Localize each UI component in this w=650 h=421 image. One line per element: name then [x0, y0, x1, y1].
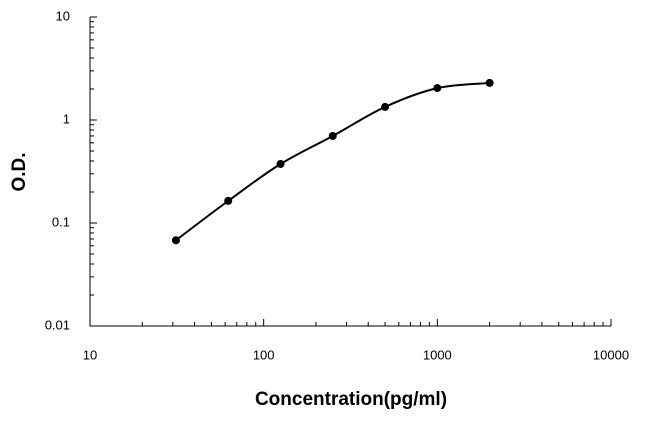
data-point: [381, 102, 390, 111]
y-tick-label: 0.1: [52, 214, 70, 229]
data-point: [485, 78, 494, 87]
y-tick-label: 0.01: [45, 317, 70, 332]
data-point: [171, 236, 180, 245]
data-point: [224, 196, 233, 205]
x-tick-label: 10: [83, 347, 97, 362]
y-tick-label: 10: [56, 8, 70, 23]
data-point: [433, 84, 442, 93]
y-axis-title: O.D.: [9, 152, 30, 191]
x-tick-label: 10000: [593, 347, 629, 362]
y-tick-label: 1: [63, 111, 70, 126]
x-tick-label: 1000: [423, 347, 452, 362]
x-tick-label: 100: [253, 347, 275, 362]
data-point: [276, 159, 285, 168]
x-axis-title: Concentration(pg/ml): [255, 389, 447, 410]
fit-curve: [175, 81, 490, 242]
data-point: [328, 131, 337, 140]
